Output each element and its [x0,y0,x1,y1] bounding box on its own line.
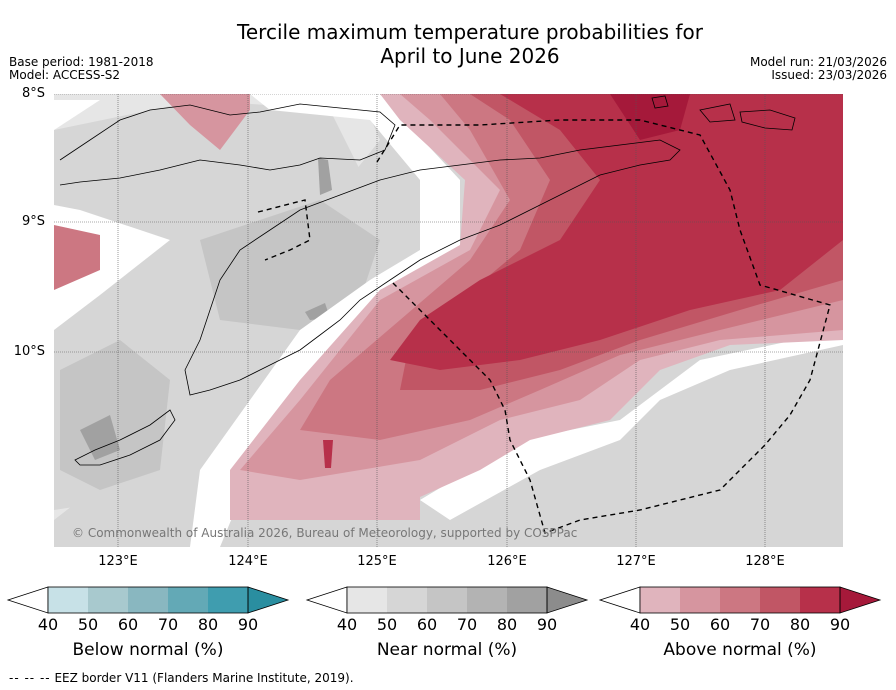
colorbar-segment [467,587,507,613]
no-dominance-band [190,94,460,547]
colorbar-segment [640,587,680,613]
colorbar-min-arrow [305,586,348,614]
colorbar-max-arrow [546,586,589,614]
colorbar-tick-label: 60 [416,615,438,634]
near-normal-60-patch [200,200,380,330]
above-normal-small-patch [323,440,333,468]
wetar-islet [651,95,669,109]
model-run: Model run: 21/03/2026 [749,55,887,69]
colorbar-tick-label: 60 [117,615,139,634]
colorbar-min-arrow [598,586,641,614]
lat-label-8s: 8°S [21,86,45,101]
colorbar-tick-label: 50 [77,615,99,634]
colorbar-tick-label: 80 [789,615,811,634]
colorbar-segment [128,587,168,613]
east-islet [739,109,796,131]
colorbar-title: Below normal (%) [72,640,224,660]
colorbar-segment [427,587,467,613]
above-normal-west-patch [54,225,100,290]
meta-right: Model run: 21/03/2026 Issued: 23/03/2026 [750,56,887,82]
near-normal-southeast [540,360,843,547]
eez-borders [257,119,831,534]
colorbar-segment [208,587,248,613]
colorbar-title: Near normal (%) [376,640,518,660]
eez-timor-leste [376,119,831,534]
above-normal-90 [610,94,690,140]
copyright-text: © Commonwealth of Australia 2026, Bureau… [72,526,577,540]
colorbar-tick-label: 40 [629,615,651,634]
colorbar-min-arrow [6,586,49,614]
colorbar-tick-label: 90 [237,615,259,634]
colorbar-segment [800,587,840,613]
lon-label-128e: 128°E [745,554,785,569]
near-normal-60-patch-south [60,340,170,490]
chart-title: Tercile maximum temperature probabilitie… [0,20,896,68]
lon-label-123e: 123°E [98,554,138,569]
islet-2 [699,103,736,123]
colorbar-tick-label: 40 [37,615,59,634]
coastlines [59,95,796,466]
colorbar-title: Above normal (%) [663,640,817,660]
colorbar-max-arrow [247,586,290,614]
colorbar-tick-label: 90 [829,615,851,634]
colorbar-tick-label: 70 [749,615,771,634]
title-line-2: April to June 2026 [380,44,560,68]
colorbar-segment [48,587,88,613]
above-normal-nw-patch [160,94,250,150]
colorbar-segment [507,587,547,613]
map-field: © Commonwealth of Australia 2026, Bureau… [54,94,843,547]
near-normal-80-patch-north [318,158,332,195]
colorbar-outline [47,586,249,614]
no-dominance-nw [54,100,100,130]
colorbar-tick-label: 50 [376,615,398,634]
colorbar-outline [639,586,841,614]
lon-label-126e: 126°E [487,554,527,569]
colorbar-tick-label: 80 [496,615,518,634]
lat-label-10s: 10°S [13,344,45,359]
near-normal-80-patch [80,415,120,460]
lat-label-9s: 9°S [21,214,45,229]
colorbar-segment [720,587,760,613]
rote-coast [74,409,176,466]
eez-legend-text: EEZ border V11 (Flanders Marine Institut… [54,671,354,685]
colorbar-outline [346,586,548,614]
base-period: Base period: 1981-2018 [9,55,154,69]
eez-oecusse [257,199,311,261]
colorbar-segment [88,587,128,613]
colorbars [6,586,882,614]
colorbar-tick-label: 90 [536,615,558,634]
model-name: Model: ACCESS-S2 [9,68,121,82]
lon-label-124e: 124°E [228,554,268,569]
colorbar-segment [387,587,427,613]
colorbar-tick-label: 40 [336,615,358,634]
lon-label-125e: 125°E [357,554,397,569]
colorbar-tick-label: 60 [709,615,731,634]
title-line-1: Tercile maximum temperature probabilitie… [237,20,703,44]
colorbar-tick-label: 70 [456,615,478,634]
eez-legend-symbol: -- -- -- [9,671,51,685]
lon-label-127e: 127°E [616,554,656,569]
above-normal-80 [390,94,843,370]
footer: -- -- -- EEZ border V11 (Flanders Marine… [9,671,354,685]
colorbar-tick-label: 70 [157,615,179,634]
colorbar-max-arrow [839,586,882,614]
meta-left: Base period: 1981-2018 Model: ACCESS-S2 [9,56,154,82]
colorbar-segment [168,587,208,613]
colorbar-segment [347,587,387,613]
gridlines [54,94,843,547]
timor-coast [184,139,681,396]
colorbar-segment [680,587,720,613]
colorbar-tick-label: 80 [197,615,219,634]
colorbar-tick-label: 50 [669,615,691,634]
colorbar-segment [760,587,800,613]
issued-date: Issued: 23/03/2026 [771,68,887,82]
flores-coast [59,103,396,186]
